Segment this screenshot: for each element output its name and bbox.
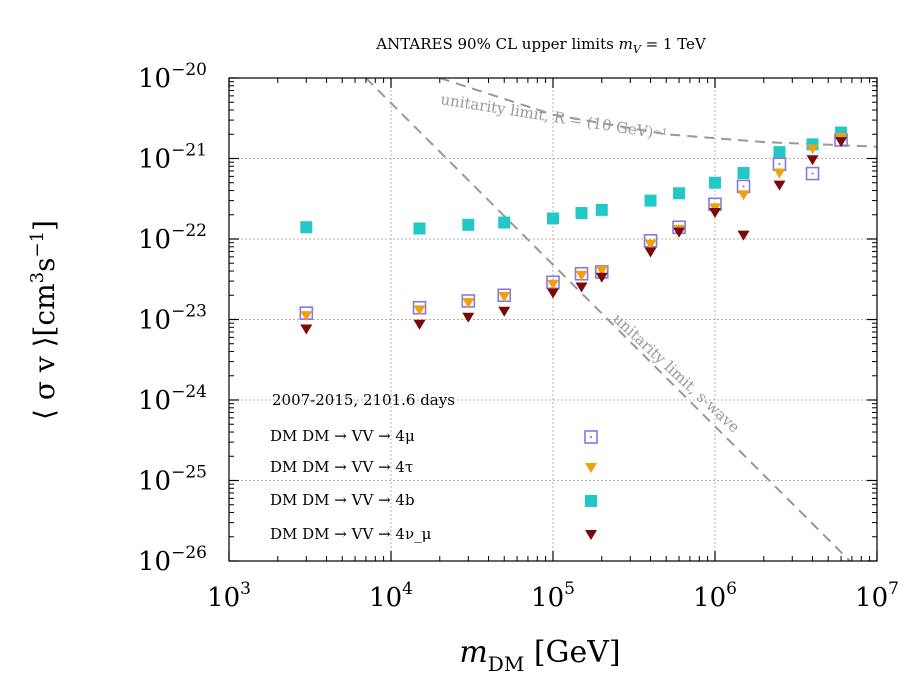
series-2 xyxy=(300,126,848,235)
data-point xyxy=(462,218,475,231)
y-tick-label: 10−24 xyxy=(138,382,207,416)
x-tick-label: 105 xyxy=(531,579,575,613)
y-tick-label: 10−22 xyxy=(138,221,207,255)
y-axis-title: ⟨ σ v ⟩[cm3s−1] xyxy=(27,220,61,420)
data-point xyxy=(498,292,511,303)
data-point xyxy=(644,239,657,250)
y-tick-label: 10−23 xyxy=(138,302,207,336)
tick-labels: 103 104 105 106 107 10−20 10−21 10−22 10−23 10−24… xyxy=(138,60,899,613)
data-point xyxy=(835,137,848,148)
legend-marker xyxy=(585,530,597,540)
data-point xyxy=(575,207,588,220)
data-point xyxy=(673,187,686,200)
data-point xyxy=(547,212,559,225)
series-0 xyxy=(299,133,848,320)
unitarity-limit-R-label: unitarity limit, R = (10 GeV)⁻¹ xyxy=(439,90,668,144)
legend-label: DM DM → VV → 4ν_μ xyxy=(270,525,432,543)
legend-marker xyxy=(585,495,597,507)
data-point xyxy=(806,144,819,155)
data-point xyxy=(575,270,588,281)
data-point xyxy=(772,157,787,171)
legend-marker xyxy=(585,463,597,473)
legend-title: 2007-2015, 2101.6 days xyxy=(272,391,455,409)
data-point xyxy=(575,282,588,293)
x-axis-title: mDM [GeV] xyxy=(459,635,620,676)
data-point xyxy=(737,230,750,241)
y-tick-label: 10−20 xyxy=(138,60,207,94)
data-point xyxy=(737,167,750,180)
data-point xyxy=(773,168,786,179)
data-point xyxy=(806,155,819,166)
series-1 xyxy=(300,132,848,322)
data-point xyxy=(644,194,657,207)
data-point xyxy=(300,311,313,322)
data-point xyxy=(547,288,559,299)
x-tick-label: 107 xyxy=(855,579,899,613)
unitarity-limit-line xyxy=(365,78,851,561)
data-point xyxy=(709,208,721,219)
data-point xyxy=(462,298,475,309)
reference-lines xyxy=(365,78,877,561)
data-point xyxy=(300,324,313,335)
data-point xyxy=(673,227,686,238)
data-point xyxy=(498,306,511,317)
legend-label: DM DM → VV → 4μ xyxy=(270,427,415,445)
data-point xyxy=(300,221,313,234)
data-series xyxy=(299,126,848,335)
y-tick-label: 10−21 xyxy=(138,141,207,175)
data-point xyxy=(595,272,608,283)
data-point xyxy=(773,146,786,159)
data-point xyxy=(498,216,511,229)
x-tick-label: 103 xyxy=(207,579,251,613)
y-tick-label: 10−26 xyxy=(138,543,207,577)
data-point xyxy=(413,222,426,235)
data-point xyxy=(773,180,786,191)
data-point xyxy=(835,126,848,139)
data-point xyxy=(805,166,820,181)
data-point xyxy=(413,305,426,316)
y-tick-label: 10−25 xyxy=(138,463,207,497)
data-point xyxy=(462,312,475,323)
legend-label: DM DM → VV → 4τ xyxy=(270,458,413,476)
chart-title: ANTARES 90% CL upper limits mV = 1 TeV xyxy=(375,35,707,56)
legend: 2007-2015, 2101.6 days DM DM → VV → 4μ DM … xyxy=(270,391,598,543)
data-point xyxy=(413,319,426,330)
x-tick-label: 104 xyxy=(369,579,413,613)
series-3 xyxy=(300,137,848,335)
data-point xyxy=(709,176,721,189)
data-point xyxy=(644,247,657,258)
legend-label: DM DM → VV → 4b xyxy=(270,491,415,509)
axis-ticks xyxy=(228,77,878,562)
data-point xyxy=(595,203,608,216)
x-tick-label: 106 xyxy=(693,579,737,613)
data-point xyxy=(595,266,608,277)
grid xyxy=(229,78,877,561)
data-point xyxy=(547,279,559,290)
unitarity-limit-swave-label: unitarity limit, s-wave xyxy=(609,310,743,437)
legend-marker xyxy=(584,430,598,444)
data-point xyxy=(737,190,750,201)
